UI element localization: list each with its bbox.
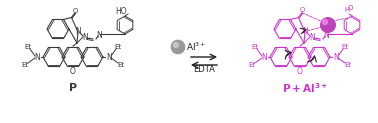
Text: Et: Et [341,44,349,50]
Text: N: N [309,32,315,41]
Text: EDTA: EDTA [193,66,215,75]
Text: N: N [34,53,40,62]
Text: N: N [75,28,81,37]
Text: $\mathbf{P+Al^{3+}}$: $\mathbf{P+Al^{3+}}$ [282,81,328,95]
Text: Al$^{3+}$: Al$^{3+}$ [186,41,207,53]
Circle shape [171,40,185,54]
Text: Et: Et [248,62,256,68]
Text: Et: Et [344,62,352,68]
Circle shape [174,43,178,47]
Text: HO: HO [115,7,127,15]
Text: Et: Et [115,44,122,50]
Text: N: N [96,31,102,39]
Text: Et: Et [118,62,125,68]
Text: O: O [347,5,353,11]
Text: Et: Et [25,44,31,50]
Text: O: O [297,67,303,76]
Text: O: O [70,67,76,76]
Text: N: N [323,31,329,39]
Text: N: N [302,28,308,37]
Circle shape [320,17,336,33]
Text: O: O [73,8,78,15]
Circle shape [322,20,327,24]
Text: O: O [300,8,305,14]
Text: N: N [261,53,267,62]
Text: P: P [69,83,77,93]
Text: Et: Et [251,44,259,50]
Text: H: H [344,7,350,13]
Text: N: N [82,32,88,41]
Text: N: N [106,53,112,62]
Text: Et: Et [22,62,28,68]
Text: N: N [333,53,339,62]
